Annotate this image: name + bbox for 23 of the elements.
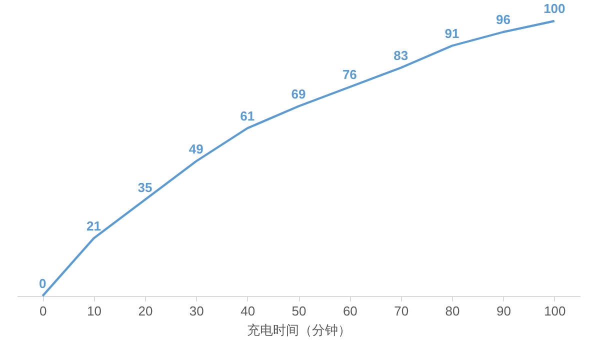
data-label: 69: [291, 86, 306, 102]
data-label: 100: [544, 1, 566, 16]
data-label: 49: [188, 141, 204, 156]
x-tick-label: 100: [544, 304, 566, 318]
data-label: 35: [138, 180, 152, 195]
x-tick-label: 90: [496, 304, 511, 318]
data-label: 96: [496, 12, 510, 27]
x-tick-label: 10: [87, 304, 102, 318]
data-label: 83: [394, 48, 408, 63]
x-axis-title: 充电时间（分钟）: [247, 322, 351, 338]
data-label: 76: [342, 67, 357, 82]
x-tick-label: 30: [189, 304, 204, 318]
x-tick-label: 80: [445, 304, 460, 318]
data-label: 91: [444, 26, 460, 41]
x-tick-label: 40: [240, 304, 256, 318]
x-tick-label: 70: [394, 304, 409, 318]
data-label: 21: [86, 218, 102, 234]
x-tick-label: 50: [292, 304, 306, 318]
x-tick-label: 0: [39, 304, 47, 318]
x-tick-label: 20: [138, 304, 153, 318]
x-tick-label: 60: [342, 304, 358, 318]
data-label: 61: [240, 108, 255, 124]
data-label: 0: [38, 276, 46, 291]
